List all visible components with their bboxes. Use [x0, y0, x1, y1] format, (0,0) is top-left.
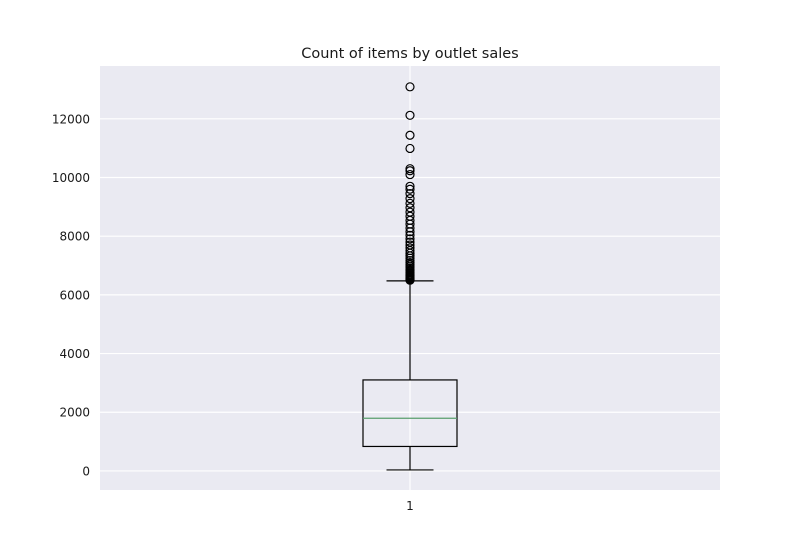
outlier-point — [405, 255, 415, 266]
outlier-point — [405, 110, 415, 120]
y-axis-ticks: 0 2000 4000 6000 8000 10000 12000 — [52, 112, 90, 478]
outlier-point — [405, 207, 415, 217]
x-tick-label: 1 — [406, 499, 414, 513]
outlier-point — [405, 203, 415, 213]
outlier-point — [405, 230, 415, 240]
chart-title: Count of items by outlet sales — [301, 46, 519, 62]
outlier-point — [405, 130, 415, 140]
outlier-point — [405, 164, 415, 174]
outlier-point — [405, 243, 415, 253]
outlier-point — [405, 240, 415, 250]
box-plot — [362, 280, 458, 471]
outlier-point — [405, 189, 415, 199]
outlier-point — [405, 184, 415, 194]
y-tick-label: 4000 — [59, 347, 90, 361]
y-tick-label: 2000 — [59, 406, 90, 420]
outlier-point — [405, 82, 415, 92]
outlier-point — [405, 169, 415, 180]
x-axis-ticks: 1 — [406, 499, 414, 513]
outlier-point — [405, 234, 415, 244]
y-tick-label: 12000 — [52, 112, 90, 126]
iqr-box — [362, 379, 458, 448]
outlier-point — [405, 194, 415, 204]
y-tick-label: 8000 — [59, 230, 90, 244]
y-tick-label: 6000 — [59, 288, 90, 302]
outlier-points — [405, 82, 415, 285]
outlier-point — [405, 143, 415, 154]
outlier-point — [405, 237, 415, 247]
y-tick-label: 0 — [82, 464, 90, 478]
y-tick-label: 10000 — [52, 171, 90, 185]
outlier-point — [405, 181, 415, 191]
outlier-point — [405, 198, 415, 208]
